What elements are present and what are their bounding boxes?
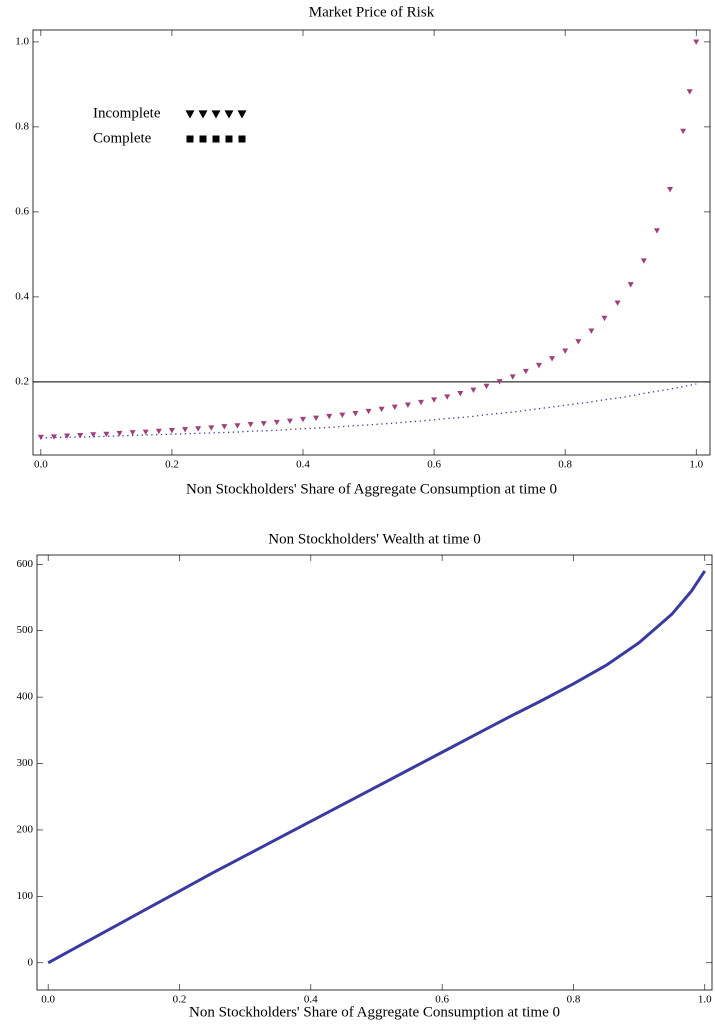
data-point <box>496 379 503 385</box>
data-point <box>522 368 529 375</box>
data-point <box>680 128 687 135</box>
legend-symbol <box>238 135 246 143</box>
data-point <box>601 315 608 322</box>
x-axis-label: Non Stockholders' Share of Aggregate Con… <box>186 481 557 497</box>
legend-symbol <box>212 135 220 143</box>
y-tick-label: 200 <box>17 823 34 835</box>
data-point <box>247 422 254 428</box>
x-tick-label: 0.0 <box>34 459 48 471</box>
legend-symbol <box>199 135 207 143</box>
data-point <box>365 408 372 415</box>
data-point <box>260 421 267 427</box>
data-point <box>234 423 241 429</box>
x-axis-label: Non Stockholders' Share of Aggregate Con… <box>189 1004 560 1020</box>
data-point <box>509 374 516 380</box>
x-tick-label: 0.6 <box>427 459 441 471</box>
data-point <box>588 328 595 334</box>
data-point <box>549 356 556 362</box>
data-point <box>286 418 293 424</box>
data-point <box>168 427 175 434</box>
legend-symbol <box>211 110 221 119</box>
data-point <box>326 413 333 420</box>
y-tick-label: 0 <box>28 956 34 968</box>
data-point <box>300 416 307 423</box>
data-point <box>470 387 477 393</box>
data-point <box>195 426 202 432</box>
data-point <box>273 419 280 426</box>
y-tick-label: 0.2 <box>15 375 29 387</box>
data-point <box>208 425 215 431</box>
x-tick-label: 0.8 <box>558 459 572 471</box>
y-tick-label: 0.6 <box>15 205 29 217</box>
legend-label: Complete <box>93 130 152 146</box>
data-point <box>155 428 162 435</box>
data-point <box>129 430 136 436</box>
data-point <box>64 433 71 439</box>
data-point <box>686 89 693 95</box>
data-point <box>378 406 385 413</box>
legend-symbol <box>225 135 233 143</box>
plot-frame <box>32 29 711 456</box>
y-tick-label: 0.4 <box>15 290 29 302</box>
data-point <box>50 434 57 440</box>
data-point <box>614 300 621 306</box>
data-point <box>444 394 451 400</box>
x-tick-label: 0.6 <box>435 994 449 1006</box>
chart-title: Market Price of Risk <box>309 4 435 20</box>
data-point <box>182 427 189 433</box>
x-tick-label: 0.4 <box>304 994 318 1006</box>
data-point <box>339 412 346 419</box>
data-point <box>483 383 490 390</box>
data-point <box>404 402 411 408</box>
data-point <box>653 228 660 234</box>
legend-symbol <box>198 110 208 119</box>
data-point <box>575 339 582 345</box>
data-point <box>667 186 674 193</box>
data-point <box>693 39 700 45</box>
y-tick-label: 100 <box>17 890 34 902</box>
data-point <box>221 424 228 430</box>
y-tick-label: 0.8 <box>15 120 29 132</box>
data-point <box>103 431 110 438</box>
data-point <box>116 430 123 437</box>
data-line <box>40 383 697 439</box>
x-tick-label: 0.4 <box>296 459 310 471</box>
data-point <box>562 348 569 354</box>
y-tick-label: 600 <box>17 558 34 570</box>
data-point <box>535 362 542 369</box>
x-tick-label: 0.2 <box>173 994 187 1006</box>
legend-symbol <box>224 110 234 119</box>
x-tick-label: 1.0 <box>689 459 703 471</box>
data-point <box>627 282 634 288</box>
data-point <box>313 415 320 422</box>
y-tick-label: 400 <box>17 691 34 703</box>
data-point <box>417 399 424 406</box>
data-point <box>142 429 149 436</box>
data-point <box>457 390 464 397</box>
x-tick-label: 0.2 <box>165 459 179 471</box>
data-point <box>431 397 438 403</box>
data-line <box>47 570 707 965</box>
x-tick-label: 0.8 <box>567 994 581 1006</box>
plot-frame <box>36 554 713 991</box>
data-point <box>352 410 359 417</box>
data-point <box>391 404 398 410</box>
legend-symbol <box>237 110 247 119</box>
legend-symbol <box>186 135 194 143</box>
y-tick-label: 1.0 <box>15 35 29 47</box>
y-tick-label: 500 <box>17 624 34 636</box>
data-point <box>77 433 84 439</box>
legend-symbol <box>185 110 195 119</box>
data-point <box>640 258 647 264</box>
x-tick-label: 0.0 <box>41 994 55 1006</box>
legend-label: Incomplete <box>93 105 161 121</box>
y-tick-label: 300 <box>17 757 34 769</box>
x-tick-label: 1.0 <box>698 994 712 1006</box>
chart-title: Non Stockholders' Wealth at time 0 <box>268 531 480 547</box>
data-point <box>90 432 97 438</box>
